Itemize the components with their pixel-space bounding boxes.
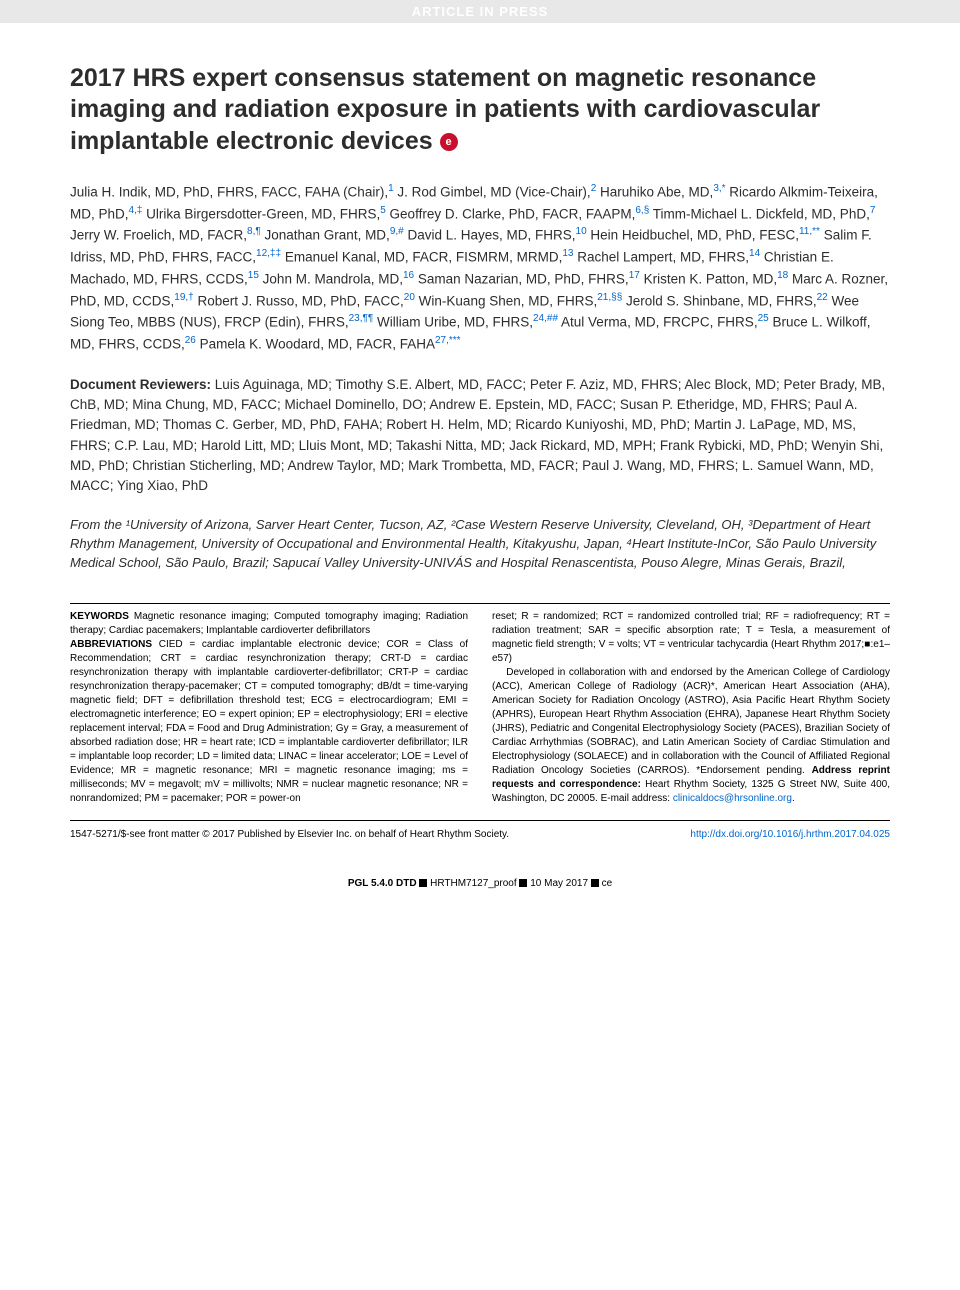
abbreviations-left: CIED = cardiac implantable electronic de… — [70, 639, 468, 804]
proof-ce: ce — [602, 878, 613, 889]
reviewers-label: Document Reviewers: — [70, 377, 211, 392]
separator-icon — [519, 879, 527, 887]
left-column: KEYWORDS Magnetic resonance imaging; Com… — [70, 610, 468, 806]
separator-icon — [419, 879, 427, 887]
copyright-footer: 1547-5271/$-see front matter © 2017 Publ… — [70, 829, 890, 850]
article-in-press-banner: ARTICLE IN PRESS — [0, 0, 960, 23]
proof-date: 10 May 2017 — [530, 878, 588, 889]
authors-list: Julia H. Indik, MD, PhD, FHRS, FACC, FAH… — [70, 181, 890, 355]
article-title: 2017 HRS expert consensus statement on m… — [70, 63, 890, 157]
proof-footer: PGL 5.4.0 DTD HRTHM7127_proof 10 May 201… — [0, 870, 960, 897]
keywords-label: KEYWORDS — [70, 611, 129, 622]
footer-divider — [70, 820, 890, 821]
keywords-text: Magnetic resonance imaging; Computed tom… — [70, 611, 468, 636]
right-column: reset; R = randomized; RCT = randomized … — [492, 610, 890, 806]
pgl-version: PGL 5.4.0 DTD — [348, 878, 417, 889]
reviewers-text: Luis Aguinaga, MD; Timothy S.E. Albert, … — [70, 377, 885, 493]
section-divider — [70, 603, 890, 604]
abbreviations-label: ABBREVIATIONS — [70, 639, 152, 650]
period: . — [792, 793, 795, 804]
doi-link[interactable]: http://dx.doi.org/10.1016/j.hrthm.2017.0… — [690, 829, 890, 840]
abbreviations-right: reset; R = randomized; RCT = randomized … — [492, 611, 890, 664]
document-reviewers: Document Reviewers: Luis Aguinaga, MD; T… — [70, 375, 890, 497]
email-link[interactable]: clinicaldocs@hrsonline.org — [673, 793, 792, 804]
collaboration-text: Developed in collaboration with and endo… — [492, 667, 890, 776]
copyright-text: 1547-5271/$-see front matter © 2017 Publ… — [70, 829, 509, 840]
affiliations: From the ¹University of Arizona, Sarver … — [70, 516, 890, 573]
proof-id: HRTHM7127_proof — [430, 878, 517, 889]
keywords-abbreviations-section: KEYWORDS Magnetic resonance imaging; Com… — [70, 610, 890, 806]
supplementary-icon: e — [440, 133, 458, 151]
separator-icon — [591, 879, 599, 887]
page-content: 2017 HRS expert consensus statement on m… — [0, 23, 960, 870]
